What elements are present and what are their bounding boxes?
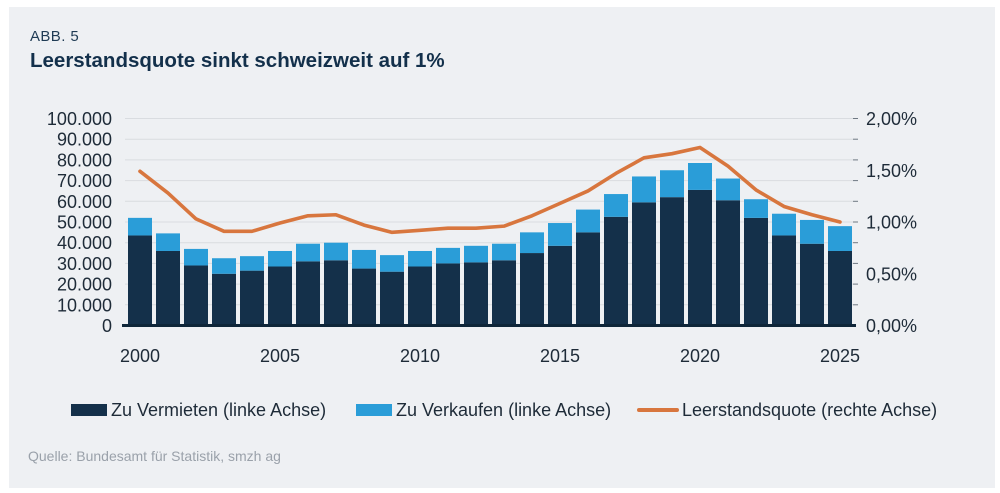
bar-zu-vermieten-2009	[380, 271, 404, 326]
figure-number: ABB. 5	[30, 28, 80, 45]
zu-verkaufen-swatch-icon	[356, 404, 392, 416]
y-axis-label: 60.000	[57, 192, 112, 212]
source-note: Quelle: Bundesamt für Statistik, smzh ag	[28, 448, 281, 464]
bar-zu-verkaufen-2016	[576, 209, 600, 233]
right-axis-label: 0,00%	[866, 316, 917, 336]
y-axis-label: 0	[102, 316, 112, 336]
y-axis-label: 90.000	[57, 130, 112, 150]
chart-card: ABB. 5 Leerstandsquote sinkt schweizweit…	[9, 7, 995, 488]
bar-zu-vermieten-2002	[184, 265, 208, 326]
bar-zu-verkaufen-2017	[604, 194, 628, 217]
legend-item-zu-verkaufen: Zu Verkaufen (linke Achse)	[356, 398, 611, 422]
bar-zu-vermieten-2004	[240, 270, 264, 326]
chart-legend: Zu Vermieten (linke Achse) Zu Verkaufen …	[9, 398, 995, 422]
bar-zu-verkaufen-2019	[660, 170, 684, 198]
right-axis-label: 1,50%	[866, 161, 917, 181]
bar-zu-verkaufen-2011	[436, 247, 460, 264]
legend-item-leerstandsquote: Leerstandsquote (rechte Achse)	[637, 398, 937, 422]
x-axis-label: 2010	[400, 346, 440, 366]
bar-zu-verkaufen-2007	[324, 242, 348, 261]
figure-title: Leerstandsquote sinkt schweizweit auf 1%	[30, 49, 445, 72]
bar-zu-vermieten-2015	[548, 245, 572, 326]
bar-zu-vermieten-2008	[352, 268, 376, 326]
bar-zu-vermieten-2020	[688, 189, 712, 326]
vacancy-rate-line	[138, 145, 842, 235]
bar-zu-verkaufen-2000	[128, 217, 152, 236]
bar-zu-vermieten-2019	[660, 197, 684, 326]
right-axis-label: 1,00%	[866, 213, 917, 233]
bar-zu-verkaufen-2008	[352, 249, 376, 269]
bar-zu-vermieten-2018	[632, 202, 656, 326]
y-axis-label: 20.000	[57, 275, 112, 295]
bar-zu-verkaufen-2018	[632, 176, 656, 203]
x-axis-label: 2020	[680, 346, 720, 366]
legend-label: Zu Vermieten (linke Achse)	[111, 399, 327, 420]
bar-zu-verkaufen-2023	[772, 213, 796, 236]
bar-zu-verkaufen-2014	[520, 232, 544, 254]
bar-zu-vermieten-2013	[492, 260, 516, 326]
bar-zu-vermieten-2006	[296, 261, 320, 326]
bar-zu-verkaufen-2006	[296, 243, 320, 262]
bar-zu-verkaufen-2001	[156, 233, 180, 251]
bar-zu-vermieten-2014	[520, 253, 544, 326]
x-axis-label: 2000	[120, 346, 160, 366]
bar-zu-vermieten-2016	[576, 232, 600, 326]
vacancy-chart-svg: 010.00020.00030.00040.00050.00060.00070.…	[47, 109, 917, 366]
bar-zu-vermieten-2021	[716, 200, 740, 326]
legend-label: Zu Verkaufen (linke Achse)	[396, 399, 612, 420]
bar-zu-vermieten-2005	[268, 266, 292, 326]
zu-vermieten-swatch-icon	[71, 404, 107, 416]
legend-label: Leerstandsquote (rechte Achse)	[682, 399, 938, 420]
bar-zu-verkaufen-2004	[240, 256, 264, 271]
bar-zu-verkaufen-2015	[548, 223, 572, 246]
bar-zu-vermieten-2022	[744, 217, 768, 326]
bar-zu-verkaufen-2022	[744, 199, 768, 218]
bar-zu-verkaufen-2012	[464, 245, 488, 263]
bar-zu-vermieten-2007	[324, 260, 348, 326]
right-axis-label: 2,00%	[866, 109, 917, 129]
legend-item-zu-vermieten: Zu Vermieten (linke Achse)	[71, 398, 326, 422]
bar-zu-verkaufen-2025	[828, 226, 852, 251]
chart-area: 0 10.000 20.000 30.000 40.000 50.000 60.000 70.…	[47, 109, 917, 366]
y-axis-label: 100.000	[47, 109, 112, 129]
bar-zu-vermieten-2003	[212, 273, 236, 326]
bar-zu-vermieten-2025	[828, 250, 852, 326]
x-axis-label: 2025	[820, 346, 860, 366]
x-axis-label: 2005	[260, 346, 300, 366]
bar-zu-verkaufen-2013	[492, 243, 516, 261]
bar-zu-vermieten-2024	[800, 243, 824, 326]
bar-zu-vermieten-2023	[772, 235, 796, 326]
bar-zu-verkaufen-2009	[380, 255, 404, 272]
y-axis-label: 10.000	[57, 295, 112, 315]
leerstandsquote-line-swatch-icon	[637, 408, 679, 412]
right-axis-label: 0,50%	[866, 264, 917, 284]
bar-zu-vermieten-2017	[604, 216, 628, 326]
y-axis-label: 30.000	[57, 254, 112, 274]
bar-zu-verkaufen-2005	[268, 250, 292, 267]
bar-zu-verkaufen-2020	[688, 163, 712, 190]
y-axis-label: 80.000	[57, 150, 112, 170]
bar-zu-verkaufen-2010	[408, 250, 432, 267]
x-axis-label: 2015	[540, 346, 580, 366]
bar-zu-vermieten-2000	[128, 235, 152, 326]
bar-zu-vermieten-2012	[464, 262, 488, 326]
y-axis-label: 50.000	[57, 213, 112, 233]
bar-zu-verkaufen-2003	[212, 258, 236, 274]
bar-zu-vermieten-2010	[408, 266, 432, 326]
y-axis-label: 40.000	[57, 233, 112, 253]
bar-zu-vermieten-2001	[156, 250, 180, 326]
y-axis-label: 70.000	[57, 171, 112, 191]
bar-zu-verkaufen-2021	[716, 178, 740, 201]
bar-zu-verkaufen-2002	[184, 248, 208, 266]
bar-zu-verkaufen-2024	[800, 219, 824, 244]
bar-zu-vermieten-2011	[436, 263, 460, 326]
